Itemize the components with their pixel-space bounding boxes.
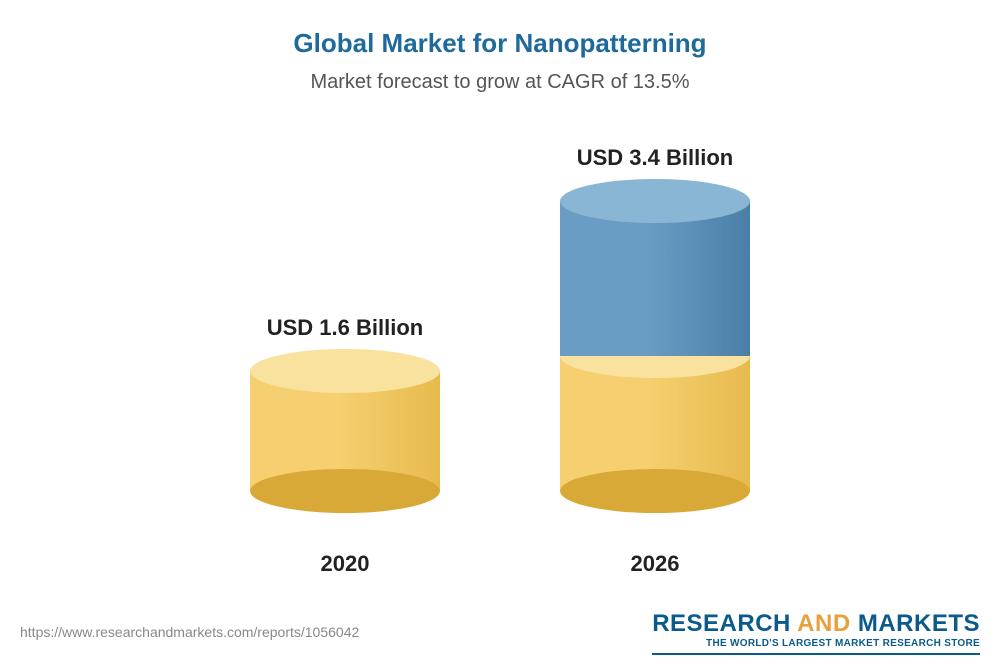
year-label: 2026 [631, 551, 680, 577]
cylinder [250, 371, 440, 491]
chart-title: Global Market for Nanopatterning [0, 0, 1000, 59]
value-label: USD 3.4 Billion [577, 145, 733, 171]
chart-subtitle: Market forecast to grow at CAGR of 13.5% [0, 71, 1000, 94]
logo-word-2: AND [797, 610, 851, 637]
year-label: 2020 [321, 551, 370, 577]
cylinder [560, 201, 750, 491]
footer: https://www.researchandmarkets.com/repor… [0, 607, 1000, 667]
source-url: https://www.researchandmarkets.com/repor… [20, 624, 359, 640]
value-label: USD 1.6 Billion [267, 315, 423, 341]
logo-tagline: THE WORLD'S LARGEST MARKET RESEARCH STOR… [706, 638, 980, 649]
cylinder-segment [560, 356, 750, 491]
cylinder-group: USD 3.4 Billion 2026 [560, 145, 750, 577]
logo: RESEARCH AND MARKETS THE WORLD'S LARGEST… [652, 610, 980, 655]
logo-word-1: RESEARCH [652, 610, 791, 637]
cylinder-segment [250, 371, 440, 491]
cylinder-segment [560, 201, 750, 356]
chart-area: USD 1.6 Billion 2020 USD 3.4 Billion 2026 [0, 120, 1000, 577]
cylinder-group: USD 1.6 Billion 2020 [250, 315, 440, 577]
logo-text: RESEARCH AND MARKETS [652, 610, 980, 638]
logo-word-3: MARKETS [858, 610, 980, 637]
